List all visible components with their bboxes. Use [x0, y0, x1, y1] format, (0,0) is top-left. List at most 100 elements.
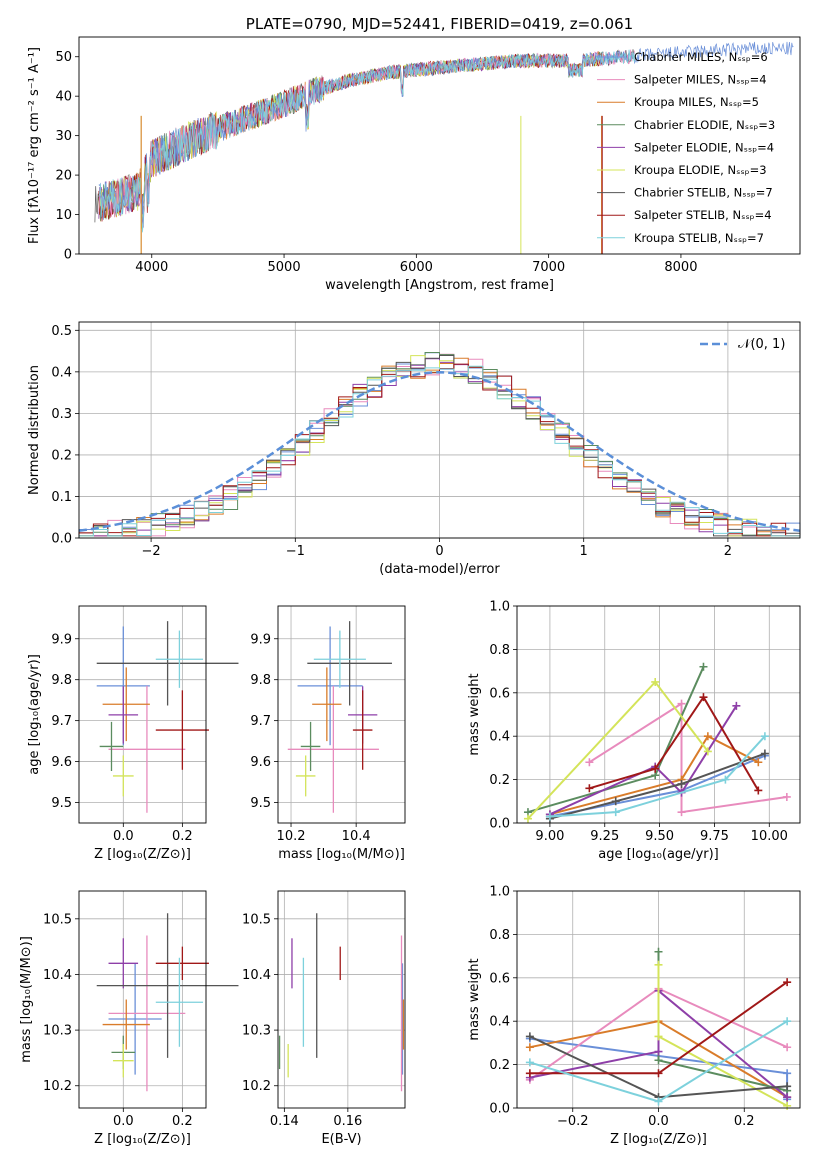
weight_vs_Z-xtick-label: 0.0 — [648, 1114, 669, 1129]
residuals-ylabel: Normed distribution — [27, 365, 42, 495]
age_vs_mass-frame: 10.2 10.4 9.5 9.6 9.7 9.8 9.9 mass [log₁₀(M/M⊙)… — [250, 605, 406, 862]
weight_vs_age-marker-c1 — [585, 758, 594, 767]
weight_vs_age-xtick-label: 10.00 — [751, 829, 788, 844]
residuals-xtick-label: 1 — [580, 544, 588, 559]
residuals-ytick-label: 0.1 — [51, 490, 72, 505]
residuals-xlabel: (data-model)/error — [379, 562, 500, 577]
spectrum-title: PLATE=0790, MJD=52441, FIBERID=0419, z=0… — [246, 15, 633, 33]
spectrum-legend-label: Salpeter ELODIE, Nₛₛₚ=4 — [634, 140, 774, 154]
weight_vs_Z-border — [516, 890, 801, 1109]
mass_vs_ebv-xtick-label: 0.16 — [333, 1114, 362, 1129]
mass_vs_Z-ytick-label: 10.4 — [43, 968, 72, 983]
mass_vs_ebv-frame: 0.14 0.16 10.2 10.3 10.4 10.5 E(B-V) — [242, 890, 406, 1147]
spectrum-legend-label: Chabrier STELIB, Nₛₛₚ=7 — [634, 186, 773, 200]
weight_vs_Z-ytick-label: 0.8 — [489, 928, 510, 943]
weight_vs_Z-marker-c8 — [783, 1017, 792, 1026]
weight_vs_Z-marker-c4 — [654, 1047, 663, 1056]
spectrum-legend-label: Salpeter STELIB, Nₛₛₚ=4 — [634, 208, 772, 222]
weight_vs_age-ytick-label: 0.6 — [489, 686, 510, 701]
mass_vs_Z-xtick-label: 0.2 — [172, 1114, 193, 1129]
weight_vs_Z-axes: −0.2 0.0 0.2 0.0 0.2 0.4 0.6 0.8 1.0 Z [log₁₀(Z/Z… — [467, 885, 801, 1147]
spectrum-ytick-label: 40 — [55, 90, 72, 105]
weight_vs_age-xtick-label: 9.50 — [645, 829, 674, 844]
mass_vs_Z-xtick-label: 0.0 — [113, 1114, 134, 1129]
weight_vs_age-axes: 9.00 9.25 9.50 9.75 10.00 0.0 0.2 0.4 0.6 0.8 1.0 a… — [467, 600, 801, 862]
weight_vs_age-marker-c5 — [703, 747, 712, 756]
weight_vs_Z-ytick-label: 0.2 — [489, 1058, 510, 1073]
weight_vs_Z-xtick-label: −0.2 — [557, 1114, 589, 1129]
weight_vs_age-series-c6 — [549, 752, 766, 820]
residuals-ytick-label: 0.4 — [51, 365, 72, 380]
weight_vs_Z-marker-c5 — [654, 1032, 663, 1041]
weight_vs_Z-marker-c2 — [525, 1043, 534, 1052]
age_vs_Z-xlabel: Z [log₁₀(Z/Z⊙)] — [94, 847, 191, 862]
spectrum-legend-label: Salpeter MILES, Nₛₛₚ=4 — [634, 73, 767, 87]
weight_vs_age-marker-c1 — [677, 699, 686, 708]
weight_vs_Z-ytick-label: 0.6 — [489, 971, 510, 986]
spectrum-xtick-label: 7000 — [532, 260, 565, 275]
mass_vs_Z-ytick-label: 10.5 — [43, 912, 72, 927]
mass_vs_ebv-axes: 0.14 0.16 10.2 10.3 10.4 10.5 E(B-V) — [242, 890, 406, 1147]
spectrum-marks — [94, 41, 794, 254]
weight_vs_Z-marker-c0 — [783, 1069, 792, 1078]
weight_vs_age-xtick-label: 9.25 — [590, 829, 619, 844]
weight_vs_Z-ytick-label: 1.0 — [489, 885, 510, 900]
spectrum-ylabel: Flux [fλ10⁻¹⁷ erg cm⁻² s⁻¹ A⁻¹] — [27, 47, 42, 244]
weight_vs_Z-marks — [525, 947, 792, 1110]
age_vs_mass-ytick-label: 9.8 — [250, 673, 271, 688]
weight_vs_Z-marker-c1 — [783, 1043, 792, 1052]
weight_vs_age-ytick-label: 0.4 — [489, 730, 510, 745]
spectrum-xtick-label: 5000 — [268, 260, 301, 275]
weight_vs_age-ytick-label: 1.0 — [489, 600, 510, 615]
age_vs_mass-xtick-label: 10.4 — [342, 829, 371, 844]
weight_vs_Z-ytick-label: 0.0 — [489, 1102, 510, 1117]
mass_vs_Z-ylabel: mass [log₁₀(M/M⊙)] — [19, 936, 34, 1063]
weight_vs_Z-xtick-label: 0.2 — [734, 1114, 755, 1129]
residuals-gaussian-curve — [78, 371, 801, 532]
weight_vs_age-marker-c7 — [754, 786, 763, 795]
age_vs_Z-xtick-label: 0.2 — [172, 829, 193, 844]
residuals-marks — [78, 352, 801, 538]
spectrum-xtick-label: 8000 — [664, 260, 697, 275]
weight_vs_Z-marker-c3 — [654, 947, 663, 956]
spectrum-frame: 4000 5000 6000 7000 8000 0 10 20 30 40 50 wavelengt… — [27, 36, 801, 293]
spectrum-line-c8 — [98, 49, 635, 233]
mass_vs_Z-border — [78, 890, 207, 1109]
age_vs_mass-ytick-label: 9.7 — [250, 714, 271, 729]
spectrum-legend-label: Kroupa MILES, Nₛₛₚ=5 — [634, 95, 759, 109]
weight_vs_age-xtick-label: 9.75 — [700, 829, 729, 844]
weight_vs_age-ylabel: mass weight — [467, 673, 482, 755]
spectrum-legend-label: Chabrier MILES, Nₛₛₚ=6 — [634, 50, 768, 64]
weight_vs_age-xlabel: age [log₁₀(age/yr)] — [598, 847, 719, 862]
spectrum-xtick-label: 6000 — [400, 260, 433, 275]
mass_vs_ebv-border — [277, 890, 406, 1109]
weight_vs_age-series-c4 — [549, 705, 738, 816]
residuals-ytick-label: 0.2 — [51, 448, 72, 463]
residuals-ytick-label: 0.5 — [51, 324, 72, 339]
weight_vs_age-marker-c1 — [677, 808, 686, 817]
mass_vs_Z-axes: 0.0 0.2 10.2 10.3 10.4 10.5 Z [log₁₀(Z/Z⊙)] mas… — [19, 890, 239, 1147]
age_vs_mass-xlabel: mass [log₁₀(M/M⊙)] — [278, 847, 405, 862]
weight_vs_Z-marker-c4 — [783, 1093, 792, 1102]
age_vs_Z-ylabel: age [log₁₀(age/yr)] — [27, 654, 42, 775]
residuals-xtick-label: 2 — [724, 544, 732, 559]
weight_vs_age-marker-c7 — [585, 784, 594, 793]
weight_vs_age-marker-c8 — [611, 808, 620, 817]
weight_vs_age-series-c8 — [549, 735, 766, 818]
mass_vs_ebv-ytick-label: 10.5 — [242, 912, 271, 927]
weight_vs_age-marker-c4 — [732, 701, 741, 710]
mass_vs_Z-ytick-label: 10.2 — [43, 1079, 72, 1094]
spectrum-border — [78, 36, 801, 255]
age_vs_mass-ytick-label: 9.5 — [250, 796, 271, 811]
weight_vs_age-marker-c8 — [545, 812, 554, 821]
age_vs_mass-ytick-label: 9.9 — [250, 632, 271, 647]
weight_vs_age-marker-c5 — [651, 677, 660, 686]
weight_vs_age-marks — [523, 662, 791, 823]
weight_vs_Z-marker-c6 — [525, 1032, 534, 1041]
weight_vs_Z-marker-c5 — [654, 960, 663, 969]
weight_vs_age-marker-c6 — [677, 779, 686, 788]
mass_vs_ebv-plot-area — [278, 891, 405, 1108]
age_vs_Z-ytick-label: 9.7 — [51, 714, 72, 729]
age_vs_Z-xtick-label: 0.0 — [113, 829, 134, 844]
weight_vs_Z-marker-c7 — [783, 978, 792, 987]
